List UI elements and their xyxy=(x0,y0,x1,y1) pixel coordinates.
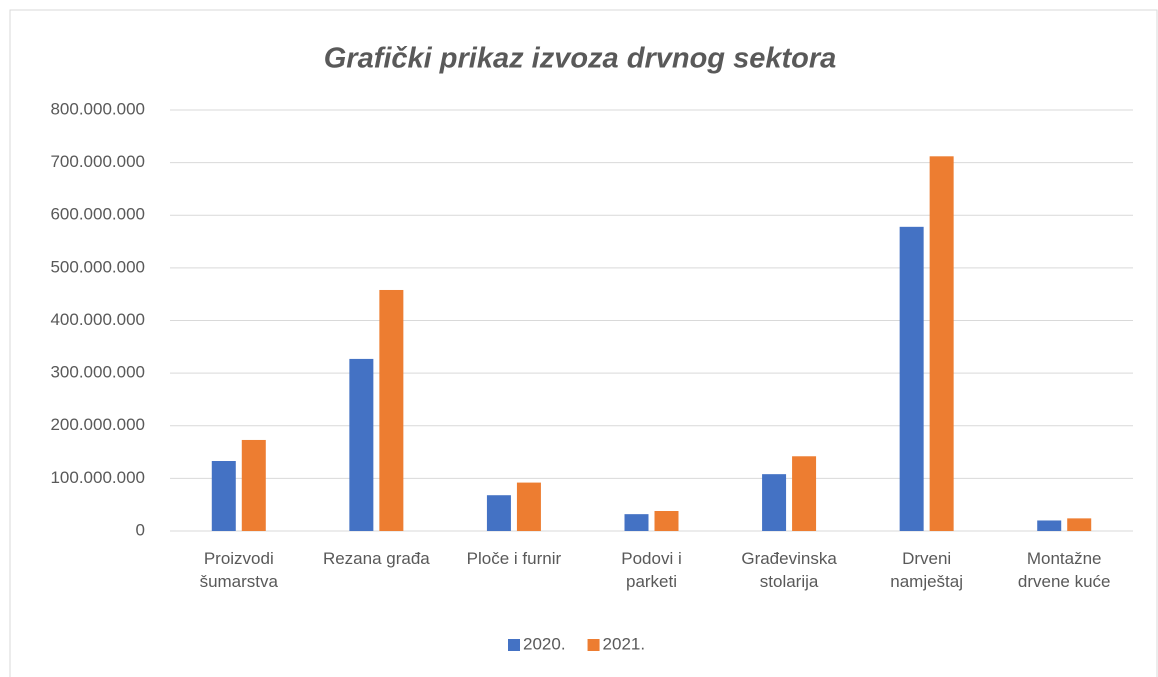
bar xyxy=(486,495,511,531)
bar xyxy=(624,514,649,531)
bar xyxy=(516,482,541,531)
bar xyxy=(349,358,374,531)
legend-swatch xyxy=(587,639,600,651)
y-tick-label: 200.000.000 xyxy=(50,415,145,434)
x-tick-label-box: Drveni namještaj xyxy=(890,549,964,591)
bar xyxy=(241,439,266,531)
y-tick-label: 700.000.000 xyxy=(50,152,145,171)
x-tick-label-box: Proizvodi šumarstva xyxy=(199,549,278,591)
x-tick-label: Građevinska stolarija xyxy=(741,549,837,591)
x-tick-label: Proizvodi šumarstva xyxy=(199,549,278,591)
x-tick-label-box: Montažne drvene kuće xyxy=(1017,549,1111,591)
x-tick-label-box: Podovi i parketi xyxy=(621,549,682,591)
x-tick-label-box: Rezana građa xyxy=(322,549,430,568)
x-tick-label: Drveni namještaj xyxy=(890,549,964,591)
y-tick-label: 100.000.000 xyxy=(50,468,145,487)
x-tick-label: Podovi i parketi xyxy=(621,549,682,591)
x-tick-label: Montažne drvene kuće xyxy=(1017,549,1111,591)
bar xyxy=(379,289,404,531)
bar xyxy=(792,456,817,531)
y-tick-label: 400.000.000 xyxy=(50,310,145,329)
bar xyxy=(211,461,236,531)
y-tick-label: 0 xyxy=(136,520,145,539)
y-tick-label: 300.000.000 xyxy=(50,363,145,382)
bar xyxy=(1067,518,1092,531)
bar xyxy=(654,511,679,531)
chart-frame xyxy=(9,9,1158,677)
x-tick-label: Ploče i furnir xyxy=(466,549,562,568)
x-tick-label-box: Ploče i furnir xyxy=(466,549,562,568)
legend-label: 2020. xyxy=(523,634,566,653)
y-tick-label: 800.000.000 xyxy=(50,99,145,118)
bar xyxy=(929,156,954,531)
legend-label: 2021. xyxy=(603,634,646,653)
y-tick-label: 500.000.000 xyxy=(50,257,145,276)
bar xyxy=(1037,520,1062,531)
bar xyxy=(762,474,787,531)
y-tick-label: 600.000.000 xyxy=(50,205,145,224)
chart-title: Grafički prikaz izvoza drvnog sektora xyxy=(324,43,837,75)
legend-swatch xyxy=(508,639,520,651)
x-tick-label-box: Građevinska stolarija xyxy=(741,549,837,591)
bar xyxy=(899,226,924,531)
x-tick-label: Rezana građa xyxy=(322,549,430,568)
